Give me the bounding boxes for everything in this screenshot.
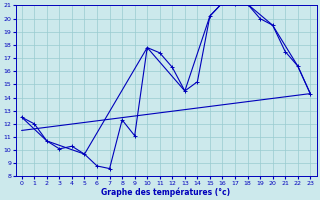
X-axis label: Graphe des températures (°c): Graphe des températures (°c) xyxy=(101,187,231,197)
